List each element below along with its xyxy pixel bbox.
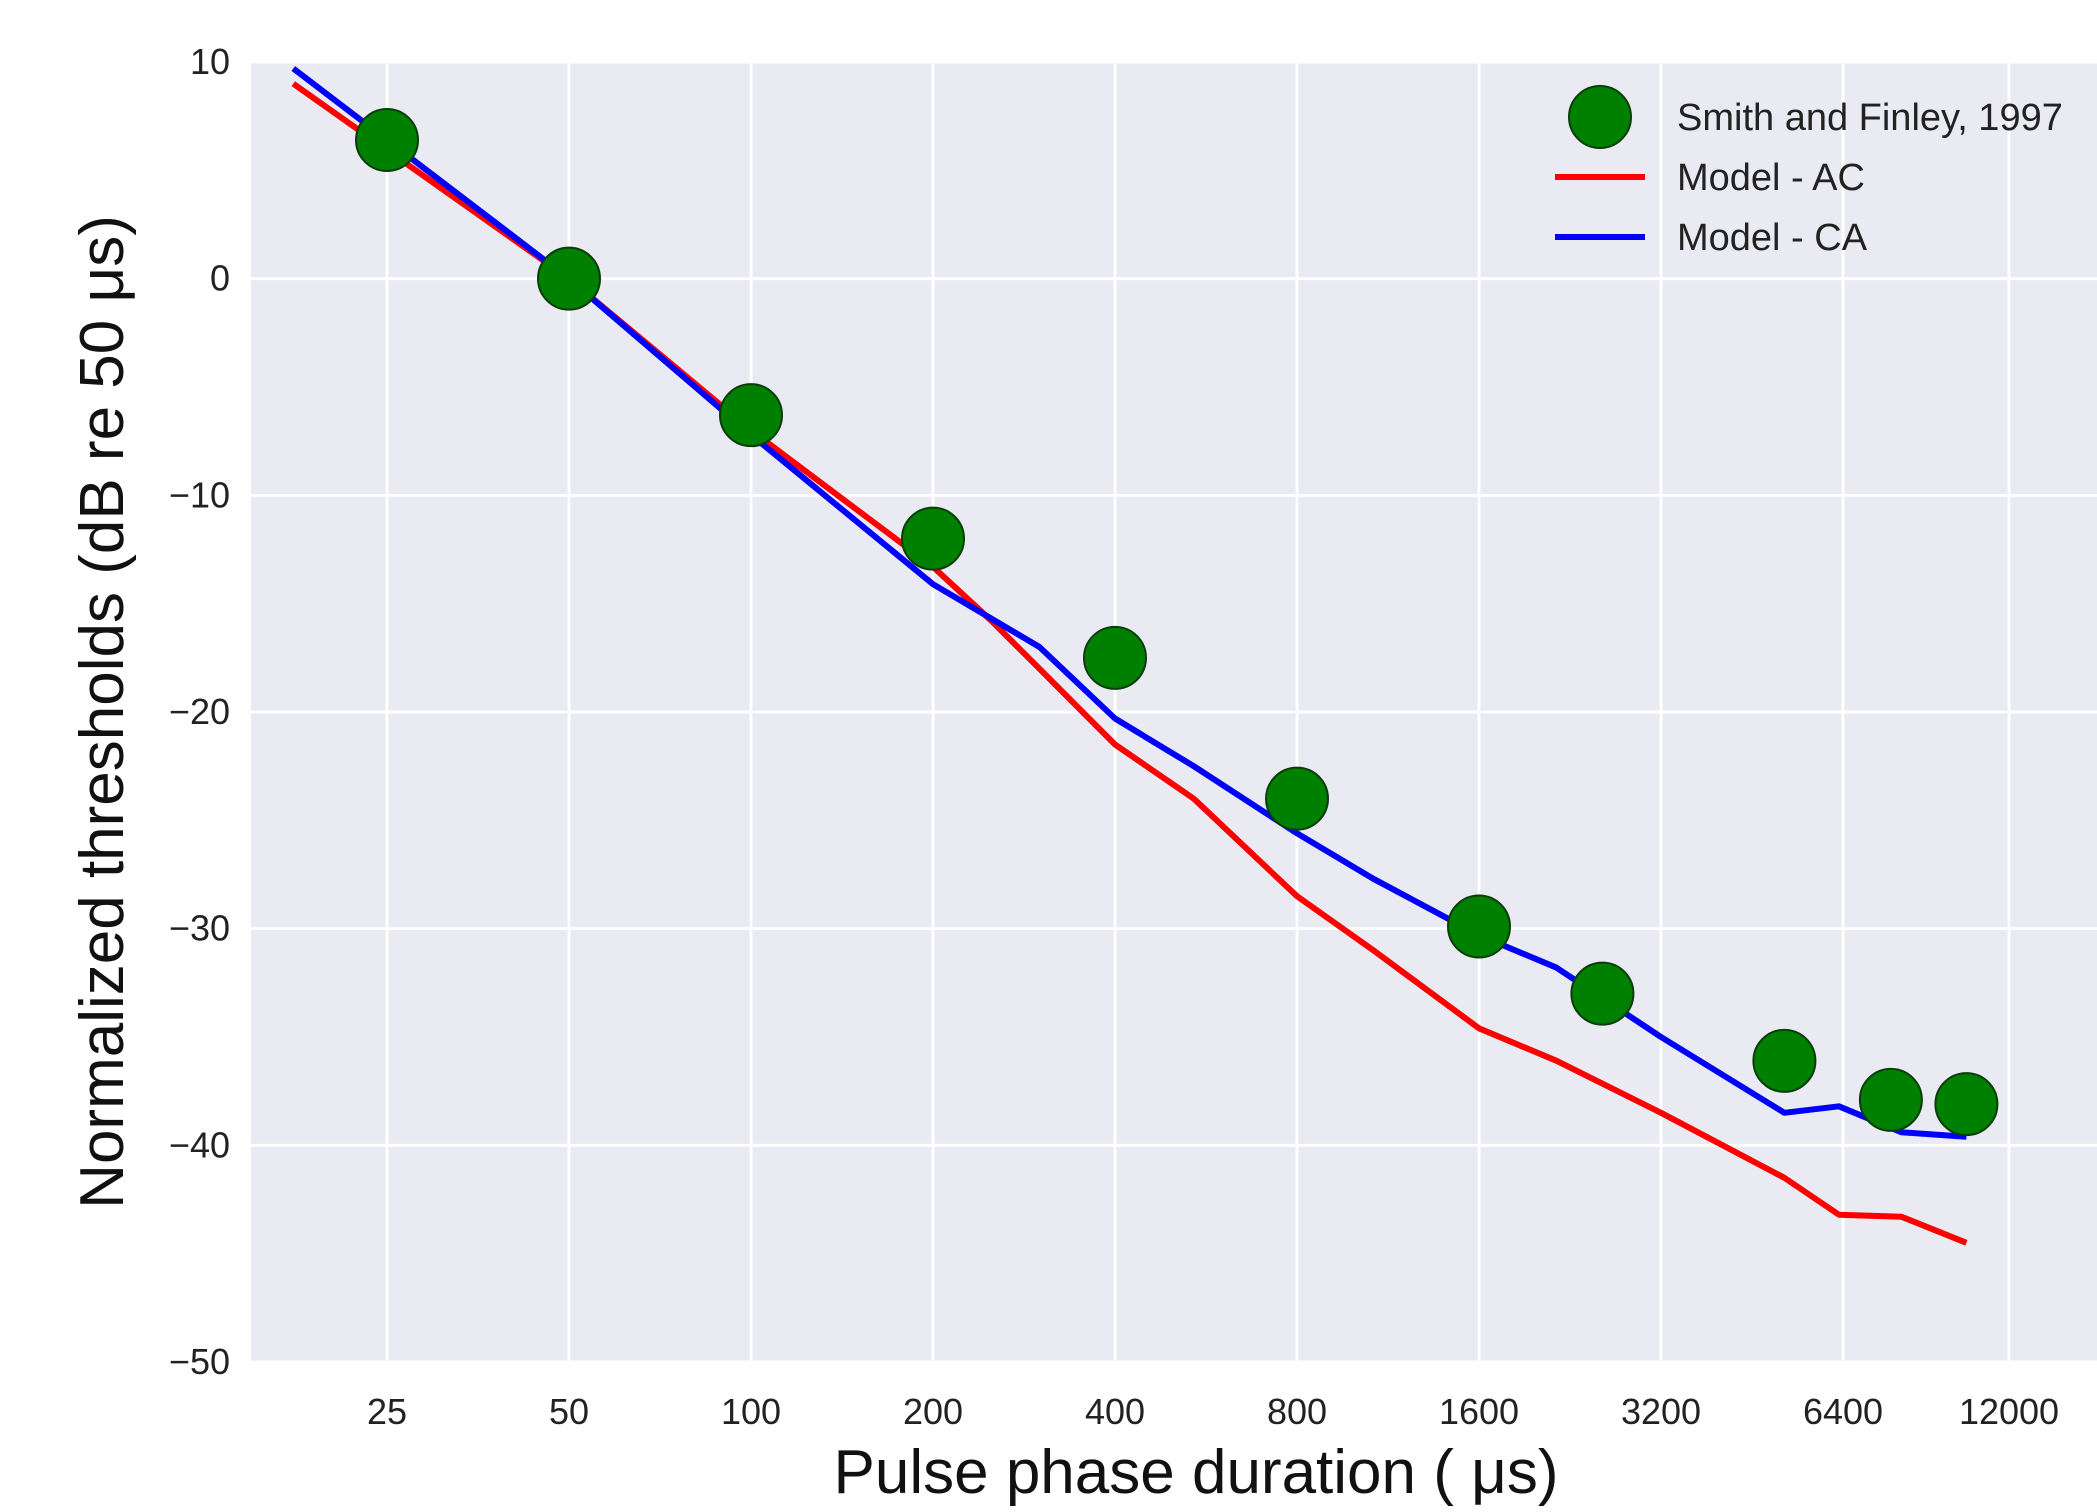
scatter-point: [1265, 766, 1329, 831]
x-tick-label: 1600: [1439, 1391, 1519, 1432]
scatter-point: [537, 246, 601, 311]
x-tick-label: 50: [549, 1391, 589, 1432]
grid: [251, 60, 2097, 1364]
y-tick-labels: 10 0 −10 −20 −30 −40 −50: [169, 41, 230, 1382]
x-tick-label: 400: [1085, 1391, 1145, 1432]
legend-label: Model - CA: [1677, 217, 1868, 259]
x-tick-label: 800: [1267, 1391, 1327, 1432]
scatter-point: [719, 383, 783, 448]
x-tick-label: 3200: [1621, 1391, 1701, 1432]
legend-marker: [1568, 85, 1632, 149]
x-tick-label: 6400: [1803, 1391, 1883, 1432]
y-tick-label: 0: [210, 258, 230, 299]
legend-label: Model - AC: [1677, 157, 1865, 199]
y-tick-label: −50: [169, 1341, 230, 1382]
y-tick-label: −40: [169, 1124, 230, 1165]
x-tick-label: 100: [721, 1391, 781, 1432]
x-tick-label: 25: [367, 1391, 407, 1432]
scatter-point: [355, 108, 419, 172]
y-tick-label: −30: [169, 908, 230, 949]
scatter-point: [1858, 1067, 1923, 1132]
series-lines: [291, 66, 1968, 1246]
y-tick-label: −20: [169, 691, 230, 732]
scatter-point: [901, 506, 965, 571]
y-tick-label: −10: [169, 474, 230, 515]
series-line: [291, 81, 1968, 1246]
x-tick-label: 200: [903, 1391, 963, 1432]
scatter-point: [1083, 625, 1147, 690]
scatter-point: [1752, 1028, 1817, 1093]
legend-label: Smith and Finley, 1997: [1677, 97, 2063, 139]
series-line: [291, 66, 1967, 1140]
scatter-point: [1447, 894, 1511, 959]
scatter-points: [355, 108, 1999, 1137]
x-tick-labels: 25 50 100 200 400 800 1600 3200 6400 12000: [367, 1391, 2059, 1432]
x-axis-label: Pulse phase duration ( μs): [834, 1438, 1559, 1507]
scatter-point: [1934, 1072, 1999, 1137]
y-axis-label: Normalized thresholds (dB re 50 μs): [68, 215, 137, 1209]
x-tick-label: 12000: [1959, 1391, 2059, 1432]
scatter-point: [1570, 961, 1635, 1026]
y-tick-label: 10: [190, 41, 230, 82]
legend: Smith and Finley, 1997 Model - AC Model - …: [1555, 85, 2063, 259]
